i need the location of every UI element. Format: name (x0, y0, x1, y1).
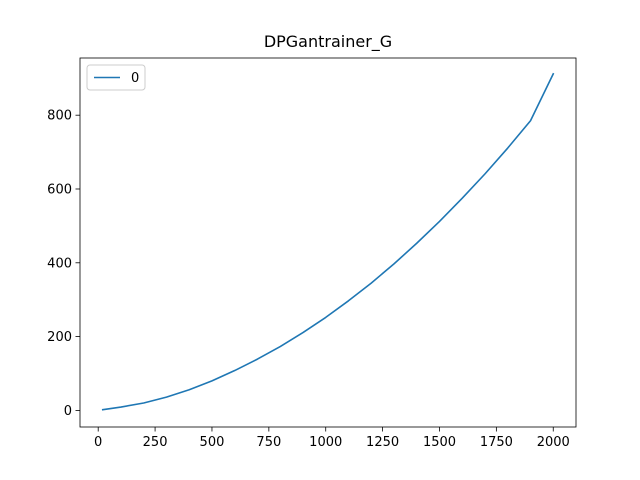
x-tick-label: 500 (200, 435, 225, 450)
axes-frame (79, 57, 577, 428)
series-line-0 (101, 72, 555, 411)
x-tick-label: 1750 (480, 435, 513, 450)
y-tick-label: 800 (47, 109, 72, 124)
x-tick-label: 250 (143, 435, 168, 450)
x-tick-label: 0 (94, 435, 102, 450)
x-tick-label: 1250 (366, 435, 399, 450)
x-tick-label: 750 (256, 435, 281, 450)
x-tick-label: 1500 (423, 435, 456, 450)
plot-area: 0 250 500 750 1000 1250 1500 1750 2000 0 200 400 600… (47, 57, 577, 450)
x-tick-label: 1000 (309, 435, 342, 450)
legend-label-0: 0 (131, 71, 139, 86)
y-tick-label: 0 (64, 404, 72, 419)
y-tick-label: 600 (47, 182, 72, 197)
legend: 0 (86, 64, 146, 91)
y-tick-label: 200 (47, 330, 72, 345)
x-tick-label: 2000 (537, 435, 570, 450)
chart-title: DPGantrainer_G (264, 32, 392, 52)
y-tick-label: 400 (47, 256, 72, 271)
